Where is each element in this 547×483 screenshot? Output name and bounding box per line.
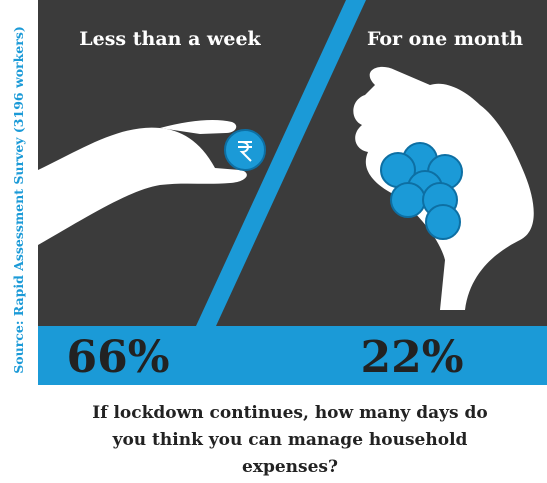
left-coin — [224, 129, 266, 171]
panel-label: For one month — [367, 28, 523, 50]
right-coins — [380, 142, 463, 240]
source-note: Source: Rapid Assessment Survey (3196 wo… — [11, 26, 26, 374]
value-band — [38, 326, 547, 385]
question-line: If lockdown continues, how many days do — [92, 403, 487, 423]
left-hand — [38, 127, 247, 245]
left-thumb — [160, 120, 237, 134]
question-line: you think you can manage household — [112, 430, 468, 450]
divider-stripe — [196, 0, 366, 326]
question-line: expenses? — [242, 457, 338, 477]
panel-value: 66% — [66, 332, 169, 383]
panel-value: 22% — [360, 332, 463, 383]
panel-label: Less than a week — [79, 28, 261, 50]
